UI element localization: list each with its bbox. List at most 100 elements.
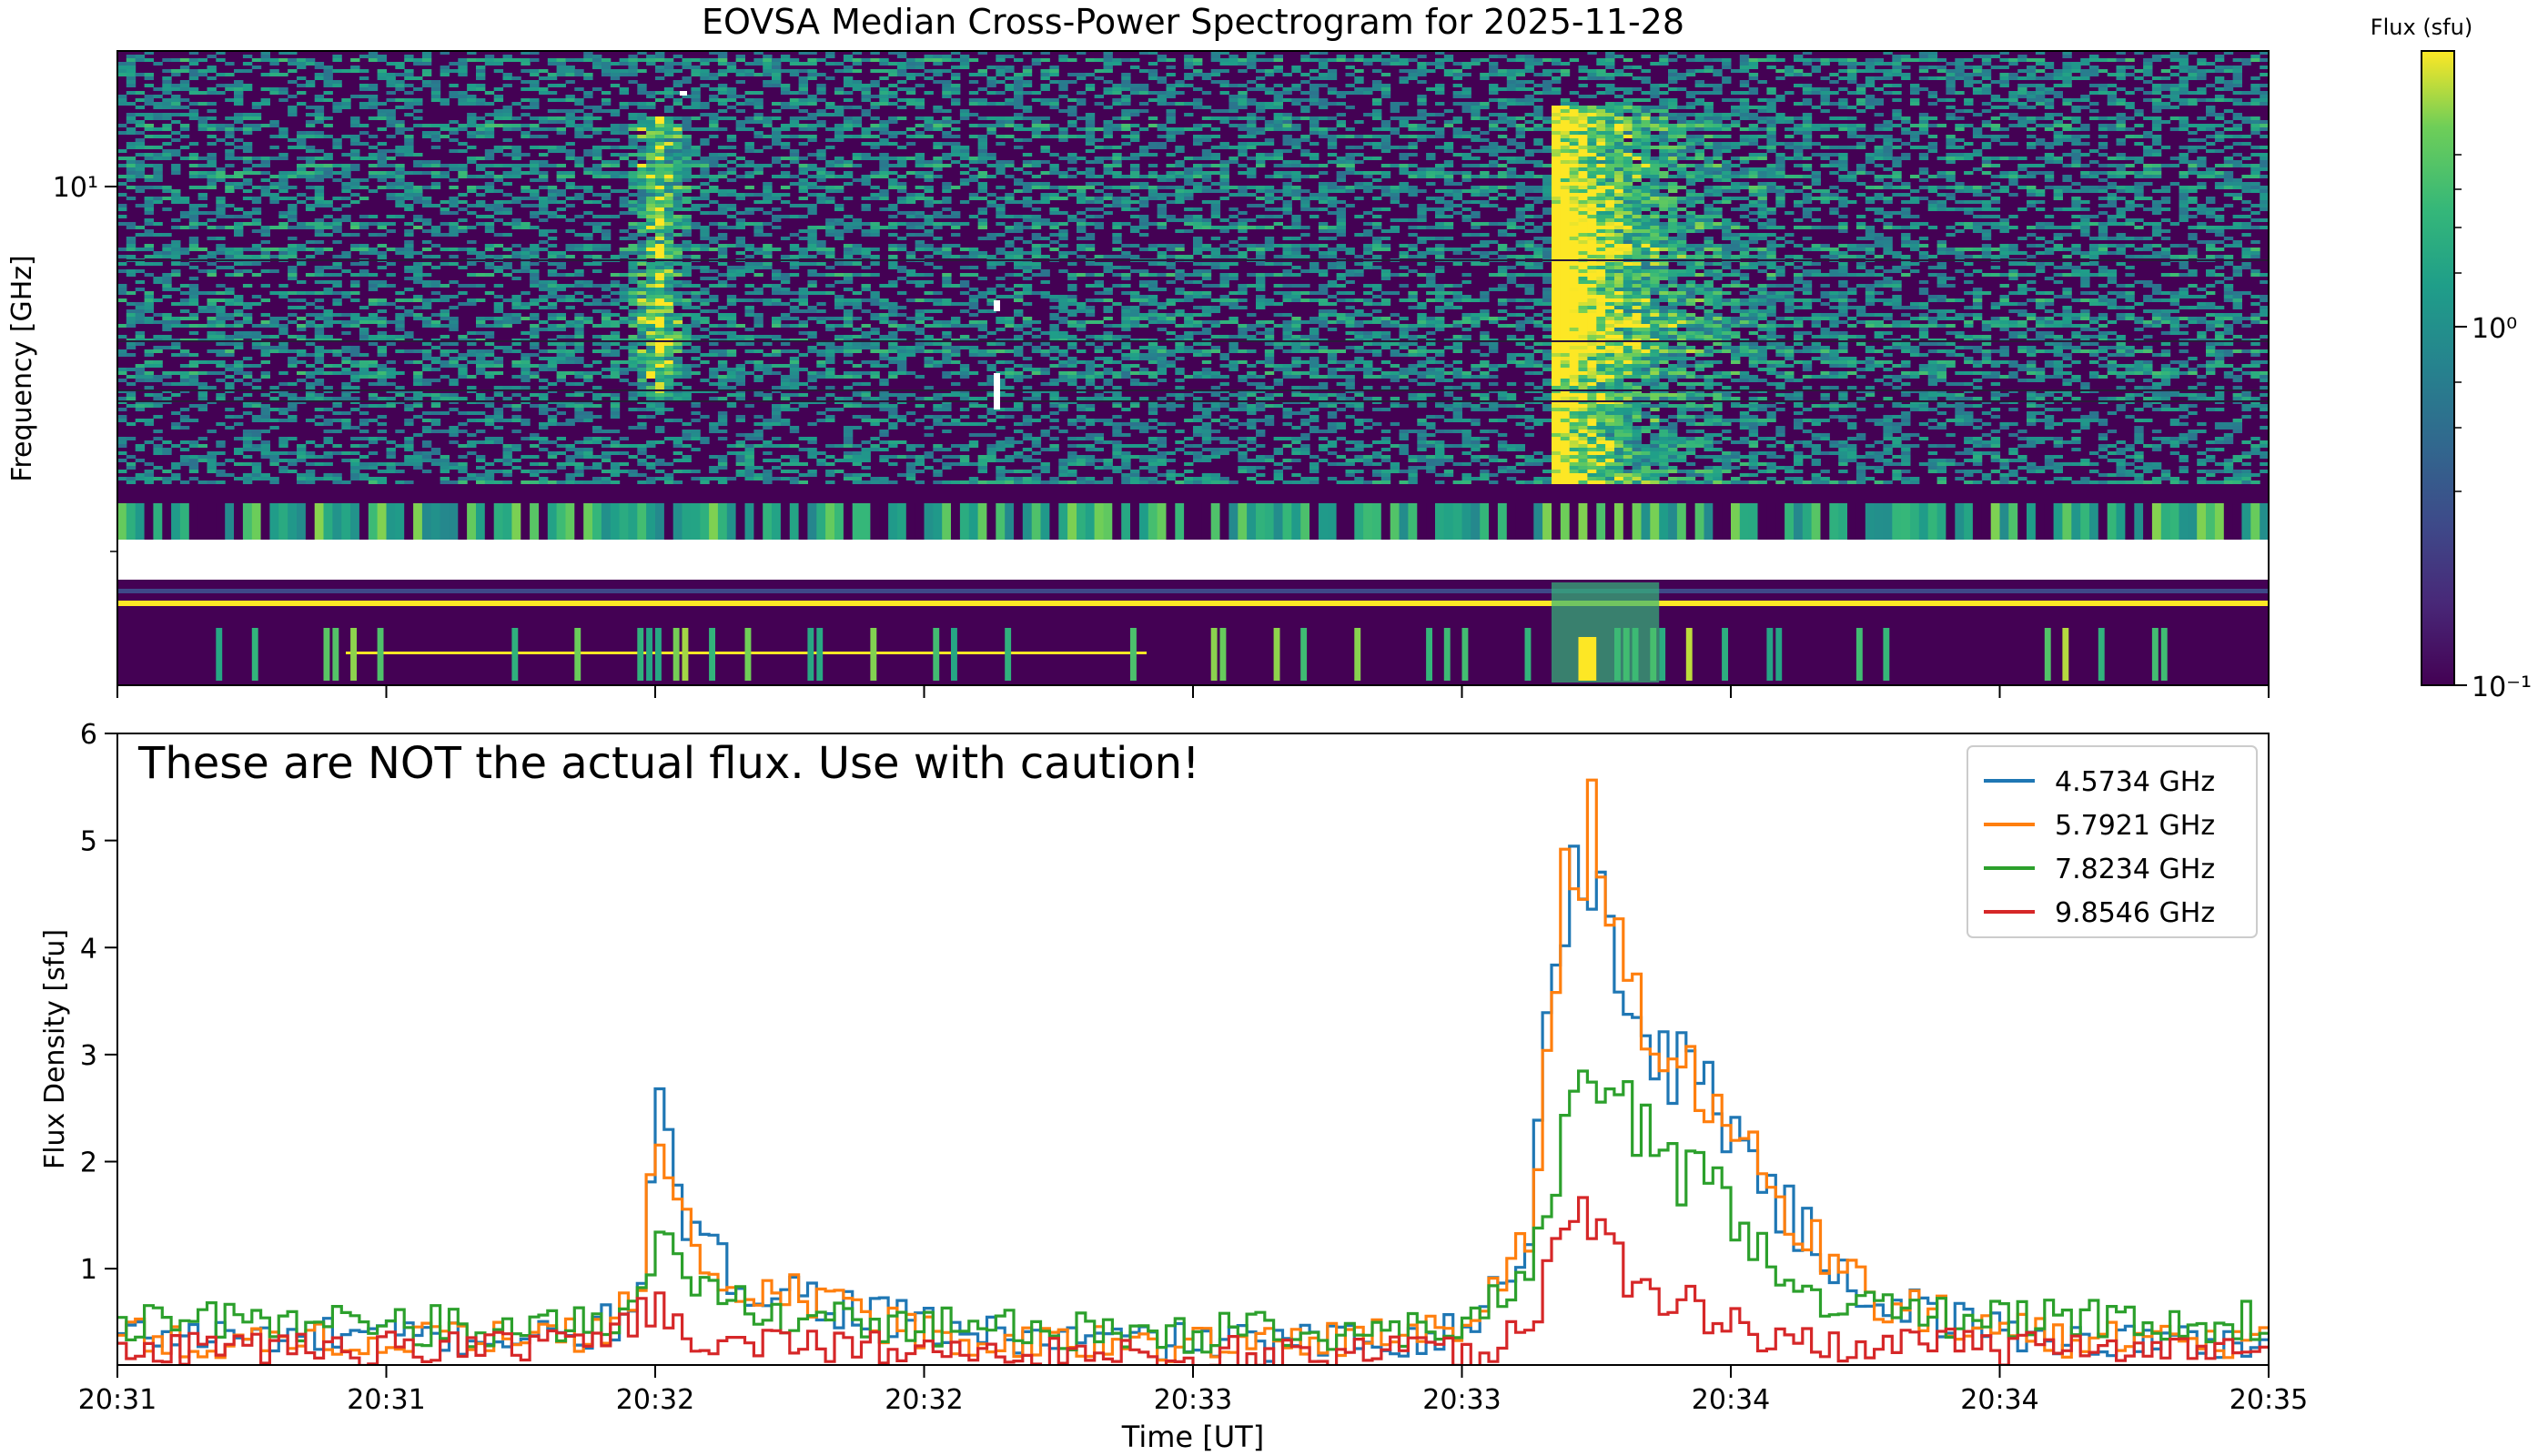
heatmap-cell bbox=[1426, 120, 1436, 124]
heatmap-cell bbox=[126, 164, 136, 167]
heatmap-cell bbox=[1282, 164, 1292, 167]
heatmap-cell bbox=[368, 55, 379, 58]
heatmap-cell bbox=[592, 87, 602, 91]
heatmap-cell bbox=[1838, 189, 1848, 193]
heatmap-cell bbox=[395, 84, 405, 87]
heatmap-cell bbox=[2232, 160, 2242, 164]
heatmap-cell bbox=[798, 51, 808, 55]
heatmap-cell bbox=[996, 167, 1006, 171]
heatmap-cell bbox=[2062, 51, 2072, 55]
heatmap-cell bbox=[1775, 58, 1785, 62]
heatmap-cell bbox=[1632, 186, 1642, 189]
heatmap-cell bbox=[1157, 76, 1167, 80]
heatmap-cell bbox=[1552, 80, 1562, 84]
heatmap-cell bbox=[530, 51, 540, 55]
heatmap-cell bbox=[933, 69, 943, 73]
heatmap-cell bbox=[449, 69, 459, 73]
heatmap-cell bbox=[207, 153, 217, 157]
heatmap-cell bbox=[1380, 120, 1391, 124]
heatmap-cell bbox=[1927, 55, 1938, 58]
heatmap-cell bbox=[825, 106, 835, 109]
heatmap-cell bbox=[977, 102, 987, 106]
heatmap-cell bbox=[1704, 189, 1714, 193]
heatmap-cell bbox=[2116, 124, 2126, 127]
heatmap-cell bbox=[502, 182, 512, 186]
heatmap-cell bbox=[1201, 135, 1212, 138]
heatmap-cell bbox=[126, 69, 136, 73]
heatmap-cell bbox=[1506, 87, 1517, 91]
heatmap-cell bbox=[421, 58, 432, 62]
heatmap-cell bbox=[996, 160, 1006, 164]
heatmap-cell bbox=[780, 171, 791, 175]
heatmap-cell bbox=[2027, 95, 2037, 98]
heatmap-cell bbox=[1354, 171, 1364, 175]
heatmap-cell bbox=[2027, 175, 2037, 178]
heatmap-cell bbox=[1515, 102, 1525, 106]
heatmap-cell bbox=[2143, 164, 2153, 167]
heatmap-cell bbox=[1704, 116, 1714, 120]
heatmap-cell bbox=[1489, 87, 1499, 91]
heatmap-cell bbox=[126, 131, 136, 135]
heatmap-cell bbox=[1480, 200, 1490, 204]
heatmap-cell bbox=[2089, 160, 2099, 164]
heatmap-cell bbox=[278, 73, 288, 76]
heatmap-cell bbox=[1058, 58, 1068, 62]
heatmap-cell bbox=[1077, 189, 1087, 193]
heatmap-cell bbox=[672, 193, 683, 197]
heatmap-cell bbox=[1471, 113, 1481, 116]
heatmap-cell bbox=[1121, 175, 1131, 178]
heatmap-cell bbox=[288, 106, 298, 109]
heatmap-cell bbox=[126, 171, 136, 175]
heatmap-cell bbox=[1685, 200, 1696, 204]
heatmap-cell bbox=[1497, 113, 1508, 116]
heatmap-cell bbox=[843, 80, 854, 84]
heatmap-cell bbox=[672, 153, 683, 157]
heatmap-cell bbox=[1103, 55, 1113, 58]
heatmap-cell bbox=[1641, 116, 1651, 120]
heatmap-cell bbox=[1336, 58, 1346, 62]
heatmap-cell bbox=[1739, 113, 1750, 116]
heatmap-cell bbox=[915, 153, 925, 157]
heatmap-cell bbox=[825, 164, 835, 167]
heatmap-cell bbox=[126, 55, 136, 58]
heatmap-cell bbox=[1515, 160, 1525, 164]
heatmap-cell bbox=[234, 98, 244, 102]
heatmap-cell bbox=[646, 146, 656, 149]
heatmap-cell bbox=[663, 178, 674, 182]
heatmap-cell bbox=[1380, 164, 1391, 167]
heatmap-cell bbox=[458, 142, 468, 146]
heatmap-cell bbox=[619, 62, 629, 66]
heatmap-cell bbox=[646, 95, 656, 98]
heatmap-cell bbox=[924, 76, 934, 80]
heatmap-cell bbox=[1918, 87, 1929, 91]
heatmap-cell bbox=[682, 58, 692, 62]
heatmap-cell bbox=[1273, 106, 1283, 109]
heatmap-cell bbox=[2098, 197, 2108, 200]
heatmap-cell bbox=[1480, 76, 1490, 80]
heatmap-cell bbox=[1569, 153, 1580, 157]
heatmap-cell bbox=[610, 164, 621, 167]
heatmap-cell bbox=[188, 73, 199, 76]
heatmap-cell bbox=[1363, 171, 1373, 175]
heatmap-cell bbox=[717, 164, 728, 167]
heatmap-cell bbox=[502, 106, 512, 109]
heatmap-cell bbox=[1121, 95, 1131, 98]
heatmap-cell bbox=[1291, 127, 1301, 131]
heatmap-cell bbox=[1820, 153, 1830, 157]
heatmap-cell bbox=[1524, 149, 1534, 153]
heatmap-cell bbox=[2134, 87, 2144, 91]
heatmap-cell bbox=[2098, 91, 2108, 95]
heatmap-cell bbox=[700, 73, 710, 76]
heatmap-cell bbox=[1166, 84, 1176, 87]
heatmap-cell bbox=[530, 146, 540, 149]
heatmap-cell bbox=[1077, 135, 1087, 138]
heatmap-cell bbox=[744, 149, 754, 153]
heatmap-cell bbox=[637, 149, 647, 153]
heatmap-cell bbox=[1480, 146, 1490, 149]
heatmap-cell bbox=[1480, 73, 1490, 76]
heatmap-cell bbox=[1990, 116, 2001, 120]
heatmap-cell bbox=[709, 189, 719, 193]
heatmap-cell bbox=[2080, 175, 2090, 178]
heatmap-cell bbox=[207, 178, 217, 182]
heatmap-cell bbox=[2260, 167, 2270, 171]
